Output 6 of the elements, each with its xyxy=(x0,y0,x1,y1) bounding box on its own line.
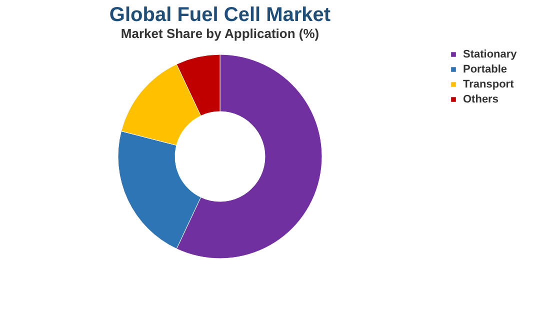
legend-label: Stationary xyxy=(463,48,518,60)
legend-label: Others xyxy=(463,94,498,106)
chart-subtitle: Market Share by Application (%) xyxy=(120,26,320,41)
legend-label: Transport xyxy=(463,78,514,90)
chart-title: Global Fuel Cell Market xyxy=(109,4,331,26)
legend-label: Portable xyxy=(463,64,508,76)
